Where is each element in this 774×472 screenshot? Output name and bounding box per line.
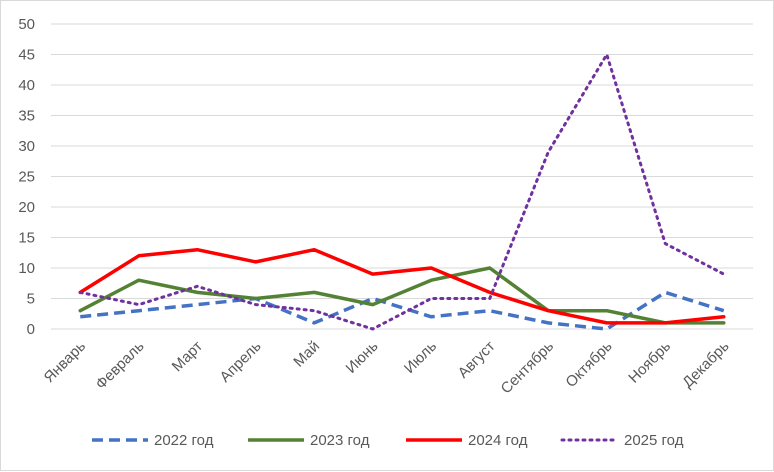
- y-tick-label: 5: [27, 291, 35, 308]
- x-tick-label: Сентябрь: [498, 338, 558, 398]
- x-tick-label: Декабрь: [679, 338, 733, 392]
- legend-label: 2024 год: [468, 432, 528, 449]
- x-tick-label: Март: [169, 338, 206, 375]
- y-tick-label: 40: [18, 77, 35, 94]
- gridlines: [51, 23, 753, 330]
- x-tick-label: Октябрь: [562, 338, 615, 391]
- x-tick-label: Июнь: [343, 338, 382, 377]
- x-tick-label: Май: [290, 338, 323, 371]
- y-tick-label: 30: [18, 138, 35, 155]
- y-tick-label: 35: [18, 108, 35, 125]
- x-tick-label: Январь: [41, 338, 90, 387]
- series-lines: [78, 53, 726, 331]
- x-tick-label: Август: [455, 338, 499, 382]
- y-tick-label: 25: [18, 169, 35, 186]
- legend-label: 2025 год: [624, 432, 684, 449]
- legend-label: 2023 год: [310, 432, 370, 449]
- y-tick-label: 45: [18, 47, 35, 64]
- x-tick-label: Ноябрь: [625, 338, 674, 387]
- series-line-2025-год: [78, 53, 726, 331]
- legend: 2022 год 2023 год 2024 год 2025 год: [92, 432, 684, 449]
- y-tick-label: 10: [18, 260, 35, 277]
- y-tick-label: 0: [27, 321, 35, 338]
- x-tick-label: Апрель: [217, 338, 265, 386]
- series-line-2024-год: [78, 247, 726, 325]
- y-axis-ticks: 0 5 10 15 20 25 30 35 40 45 50: [18, 16, 35, 338]
- y-tick-label: 15: [18, 230, 35, 247]
- series-line-2023-год: [78, 266, 726, 325]
- legend-label: 2022 год: [154, 432, 214, 449]
- x-tick-label: Июль: [401, 338, 440, 377]
- y-tick-label: 20: [18, 199, 35, 216]
- y-tick-label: 50: [18, 16, 35, 33]
- x-tick-label: Февраль: [92, 338, 147, 393]
- x-axis-ticks: Январь Февраль Март Апрель Май Июнь Июль Август…: [41, 338, 733, 398]
